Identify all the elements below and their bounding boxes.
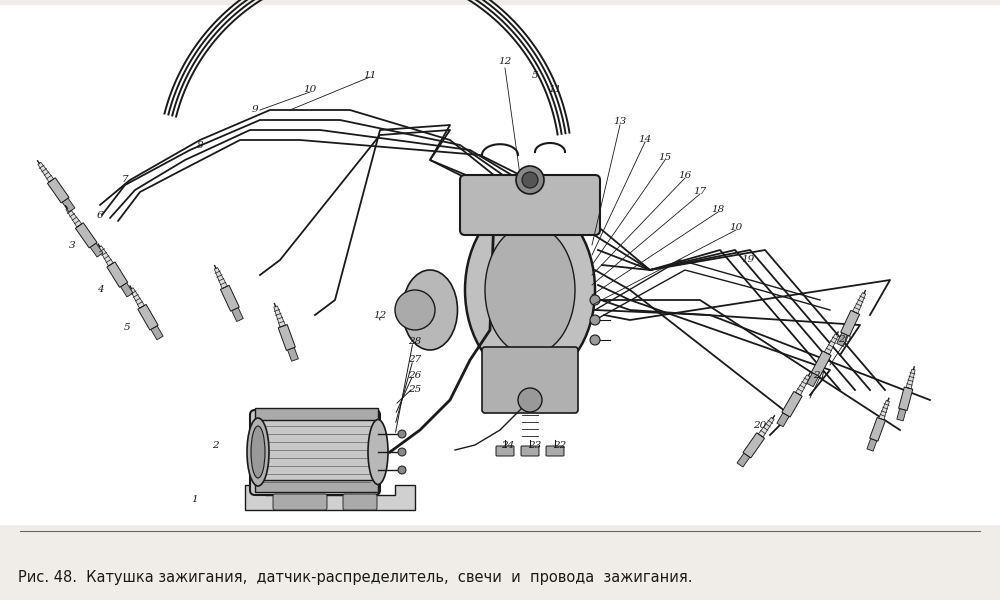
Text: 17: 17 — [693, 187, 707, 196]
Text: 27: 27 — [408, 355, 422, 364]
FancyBboxPatch shape — [0, 5, 1000, 525]
Text: 23: 23 — [528, 440, 542, 449]
Polygon shape — [62, 198, 75, 212]
Circle shape — [516, 166, 544, 194]
Polygon shape — [870, 418, 885, 441]
Ellipse shape — [465, 200, 595, 380]
Text: 25: 25 — [408, 385, 422, 395]
Text: 20: 20 — [838, 335, 852, 344]
FancyBboxPatch shape — [496, 446, 514, 456]
Polygon shape — [130, 288, 144, 308]
Polygon shape — [255, 480, 378, 492]
Polygon shape — [906, 369, 915, 389]
Text: 11: 11 — [363, 70, 377, 79]
Text: 8: 8 — [197, 140, 203, 149]
Polygon shape — [220, 286, 239, 311]
Polygon shape — [758, 417, 774, 437]
FancyBboxPatch shape — [273, 494, 327, 510]
Text: 5: 5 — [532, 70, 538, 79]
FancyBboxPatch shape — [460, 175, 600, 235]
Text: 14: 14 — [638, 136, 652, 145]
Text: 26: 26 — [408, 370, 422, 379]
FancyBboxPatch shape — [343, 494, 377, 510]
FancyBboxPatch shape — [546, 446, 564, 456]
Polygon shape — [807, 373, 819, 386]
Text: 20: 20 — [753, 421, 767, 430]
Polygon shape — [107, 262, 128, 287]
Polygon shape — [841, 310, 860, 336]
Text: 18: 18 — [711, 205, 725, 214]
Text: 5: 5 — [124, 323, 130, 332]
Polygon shape — [214, 268, 227, 289]
Circle shape — [398, 430, 406, 438]
Polygon shape — [90, 243, 103, 257]
Ellipse shape — [402, 270, 458, 350]
Text: 16: 16 — [678, 170, 692, 179]
Circle shape — [395, 290, 435, 330]
Circle shape — [522, 172, 538, 188]
Text: 9: 9 — [252, 106, 258, 115]
FancyBboxPatch shape — [482, 347, 578, 413]
Polygon shape — [138, 304, 158, 330]
Polygon shape — [98, 246, 113, 266]
Polygon shape — [737, 453, 750, 467]
Polygon shape — [66, 207, 82, 227]
Ellipse shape — [247, 418, 269, 486]
Polygon shape — [879, 400, 889, 420]
Ellipse shape — [251, 426, 265, 478]
Polygon shape — [837, 332, 848, 347]
Text: 19: 19 — [741, 256, 755, 265]
Text: 24: 24 — [501, 440, 515, 449]
Polygon shape — [245, 485, 415, 510]
Text: 10: 10 — [303, 85, 317, 94]
Text: 7: 7 — [122, 175, 128, 185]
Ellipse shape — [368, 419, 388, 485]
Text: 13: 13 — [613, 118, 627, 127]
Polygon shape — [255, 408, 378, 420]
Polygon shape — [38, 162, 54, 182]
Circle shape — [590, 335, 600, 345]
Text: 2: 2 — [212, 440, 218, 449]
Text: 15: 15 — [658, 154, 672, 163]
Polygon shape — [853, 293, 866, 314]
Polygon shape — [867, 439, 877, 451]
Polygon shape — [743, 433, 765, 458]
Polygon shape — [232, 308, 243, 322]
Text: 12: 12 — [498, 58, 512, 67]
Text: Рис. 48.  Катушка зажигания,  датчик-распределитель,  свечи  и  провода  зажиган: Рис. 48. Катушка зажигания, датчик-распр… — [18, 570, 692, 584]
Text: 3: 3 — [69, 241, 75, 250]
Text: 28: 28 — [408, 337, 422, 346]
Text: 11: 11 — [548, 85, 562, 94]
Circle shape — [518, 388, 542, 412]
Polygon shape — [278, 325, 295, 350]
Circle shape — [398, 466, 406, 474]
Polygon shape — [824, 334, 838, 355]
Polygon shape — [121, 283, 133, 297]
FancyBboxPatch shape — [521, 446, 539, 456]
FancyBboxPatch shape — [250, 410, 380, 495]
Polygon shape — [796, 375, 810, 395]
Polygon shape — [151, 326, 163, 340]
Circle shape — [590, 295, 600, 305]
Ellipse shape — [485, 225, 575, 355]
Polygon shape — [897, 409, 906, 421]
Polygon shape — [811, 351, 831, 377]
Polygon shape — [782, 391, 802, 417]
Polygon shape — [899, 387, 913, 410]
Text: 1: 1 — [192, 496, 198, 505]
Polygon shape — [274, 306, 285, 327]
Polygon shape — [288, 347, 298, 361]
Circle shape — [590, 315, 600, 325]
Text: 22: 22 — [553, 440, 567, 449]
Text: 6: 6 — [97, 211, 103, 220]
Circle shape — [398, 448, 406, 456]
Polygon shape — [47, 178, 69, 203]
Polygon shape — [777, 413, 789, 427]
Text: 12: 12 — [373, 311, 387, 319]
Text: 10: 10 — [729, 223, 743, 232]
Text: 4: 4 — [97, 286, 103, 295]
Text: 21: 21 — [813, 370, 827, 379]
Polygon shape — [75, 223, 97, 248]
